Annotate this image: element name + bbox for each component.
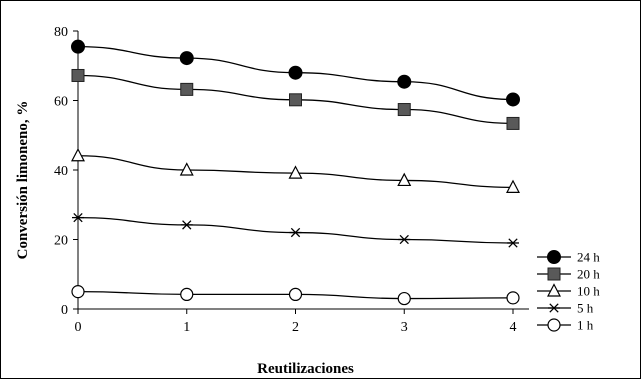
data-point — [288, 65, 303, 80]
y-tick-label: 40 — [54, 164, 68, 179]
data-point — [180, 220, 193, 230]
data-point — [507, 238, 519, 248]
marker-shape — [547, 283, 561, 297]
marker-shape — [508, 238, 518, 248]
marker-shape — [506, 179, 520, 193]
data-point — [289, 227, 302, 238]
legend-label: 20 h — [577, 267, 600, 282]
data-point — [506, 92, 520, 107]
data-point — [398, 234, 411, 245]
series-layer — [71, 39, 520, 306]
y-tick-label: 60 — [54, 95, 68, 110]
marker-shape — [547, 318, 561, 332]
legend-label: 1 h — [577, 318, 594, 333]
data-point — [506, 116, 520, 130]
legend-item-1: 20 h — [537, 267, 600, 282]
y-axis-title: Conversión limoneno, % — [15, 101, 31, 260]
data-point — [180, 287, 194, 302]
data-point — [506, 179, 520, 193]
data-point — [397, 172, 412, 187]
data-point — [71, 68, 85, 82]
marker-shape — [547, 250, 561, 264]
marker-shape — [288, 287, 303, 302]
series-1 — [71, 68, 520, 130]
marker-shape — [71, 147, 85, 162]
legend-marker — [547, 267, 561, 281]
axes: 0 20 40 60 80 0 1 2 3 4 — [54, 25, 529, 335]
x-axis-title: Reutilizaciones — [257, 361, 354, 377]
marker-shape — [288, 165, 303, 179]
x-tick-label: 3 — [401, 320, 408, 335]
legend-label: 5 h — [577, 301, 594, 316]
data-point — [397, 74, 412, 89]
legend-label: 24 h — [577, 250, 600, 265]
marker-shape — [179, 162, 194, 176]
marker-shape — [397, 172, 412, 187]
data-point — [397, 291, 411, 306]
data-point — [71, 285, 85, 299]
x-tick-label: 0 — [75, 320, 82, 335]
marker-shape — [506, 116, 520, 130]
data-point — [397, 103, 411, 117]
series-line — [77, 216, 514, 244]
marker-shape — [179, 51, 194, 66]
marker-shape — [288, 65, 303, 80]
legend-item-3: 5 h — [537, 301, 594, 316]
legend: 24 h 20 h 10 h 5 h 1 h — [537, 250, 600, 333]
marker-shape — [182, 220, 192, 230]
y-tick-label: 80 — [54, 25, 68, 40]
legend-marker — [548, 303, 560, 313]
legend-label: 10 h — [577, 284, 600, 299]
marker-shape — [180, 287, 194, 302]
legend-item-0: 24 h — [537, 250, 600, 265]
x-tick-label: 2 — [292, 320, 299, 335]
legend-marker — [547, 283, 561, 297]
series-2 — [71, 147, 520, 193]
data-point — [179, 51, 194, 66]
series-3 — [72, 212, 519, 248]
marker-shape — [547, 267, 561, 281]
marker-shape — [73, 212, 83, 223]
data-point — [179, 162, 194, 176]
x-tick-label: 1 — [183, 320, 190, 335]
data-point — [289, 93, 302, 107]
marker-shape — [397, 103, 411, 117]
data-point — [180, 82, 194, 96]
marker-shape — [71, 39, 85, 54]
marker-shape — [290, 227, 301, 238]
series-0 — [71, 39, 520, 107]
x-tick-label: 4 — [510, 320, 517, 335]
marker-shape — [506, 291, 520, 305]
data-point — [71, 147, 85, 162]
marker-shape — [71, 68, 85, 82]
marker-shape — [397, 291, 411, 306]
marker-shape — [399, 234, 409, 245]
marker-shape — [71, 285, 85, 299]
data-point — [71, 39, 85, 54]
marker-shape — [397, 74, 412, 89]
data-point — [506, 291, 520, 305]
marker-shape — [180, 82, 194, 96]
legend-marker — [547, 318, 561, 332]
y-tick-label: 20 — [54, 234, 68, 249]
data-point — [288, 165, 303, 179]
data-point — [288, 287, 303, 302]
y-tick-label: 0 — [61, 303, 68, 318]
marker-shape — [289, 93, 302, 107]
series-4 — [71, 285, 520, 306]
marker-shape — [549, 303, 559, 313]
data-point — [72, 212, 84, 223]
legend-marker — [547, 250, 561, 264]
legend-item-4: 1 h — [537, 318, 594, 333]
legend-item-2: 10 h — [537, 283, 600, 299]
marker-shape — [506, 92, 520, 107]
